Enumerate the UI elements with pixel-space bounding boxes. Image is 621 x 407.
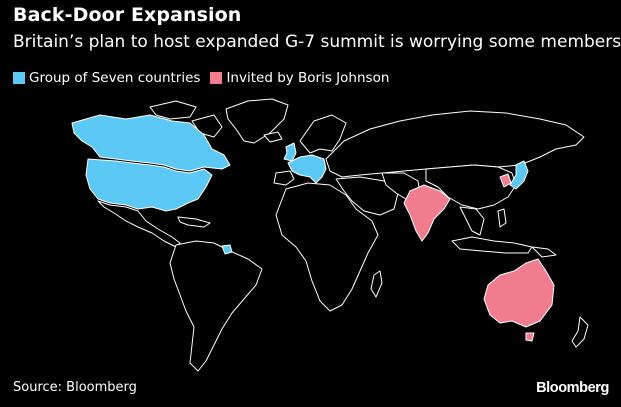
legend-swatch-g7 — [13, 72, 25, 84]
chart-title: Back-Door Expansion — [13, 4, 242, 26]
africa — [275, 182, 379, 312]
iceland — [263, 131, 283, 143]
legend: Group of Seven countries Invited by Bori… — [13, 70, 399, 86]
australia — [483, 258, 555, 328]
legend-item-g7: Group of Seven countries — [13, 70, 200, 86]
legend-label-g7: Group of Seven countries — [29, 70, 201, 86]
madagascar — [370, 270, 383, 298]
scandinavia — [299, 114, 347, 154]
philippines — [497, 208, 507, 228]
source-note: Source: Bloomberg — [13, 380, 137, 395]
indonesia — [451, 236, 533, 254]
chart-subtitle: Britain’s plan to host expanded G-7 summ… — [13, 32, 621, 52]
caribbean — [177, 216, 211, 228]
southeast-asia — [459, 206, 485, 236]
india — [403, 184, 451, 242]
united-kingdom — [283, 142, 297, 162]
middle-east — [335, 176, 399, 216]
western-europe-g7 — [287, 154, 327, 184]
canada — [71, 114, 231, 172]
japan — [509, 160, 529, 190]
united-states — [85, 158, 213, 212]
greenland — [225, 98, 289, 144]
bloomberg-logo: Bloomberg — [536, 380, 609, 396]
world-map — [71, 98, 589, 372]
arctic-islands — [149, 100, 197, 120]
legend-swatch-invited — [210, 72, 223, 84]
south-america — [169, 240, 263, 372]
tasmania — [525, 332, 535, 342]
legend-item-invited: Invited by Boris Johnson — [210, 70, 389, 86]
french-guiana — [221, 244, 233, 255]
legend-label-invited: Invited by Boris Johnson — [226, 70, 390, 86]
papua-new-guinea — [531, 246, 557, 258]
iberia — [273, 170, 295, 186]
russia-eastern-europe — [325, 110, 585, 178]
china — [425, 164, 517, 210]
new-zealand — [571, 316, 589, 348]
